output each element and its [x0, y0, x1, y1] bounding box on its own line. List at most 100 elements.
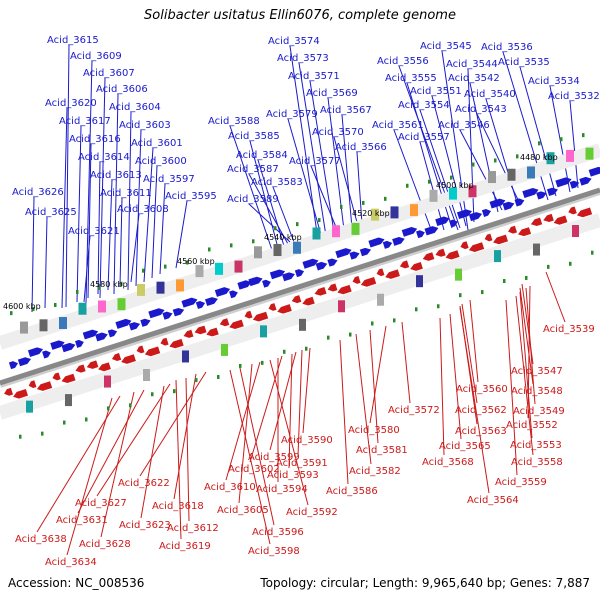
forward-gene-label: Acid_3607	[83, 68, 135, 79]
reverse-gene-arrow	[28, 380, 37, 389]
forward-leader-line	[143, 147, 154, 283]
reverse-gene-arrow	[576, 207, 593, 218]
rna-tick	[327, 335, 330, 340]
feature-block	[312, 227, 321, 240]
forward-gene-label: Acid_3615	[47, 35, 99, 46]
forward-gene-arrow	[294, 269, 305, 278]
reverse-gene-arrow	[229, 319, 244, 330]
scale-label: 4540 kbp	[264, 233, 302, 242]
rna-tick	[516, 154, 519, 159]
forward-gene-arrow	[82, 329, 99, 340]
reverse-gene-arrow	[508, 225, 518, 234]
forward-gene-label: Acid_3608	[117, 204, 169, 215]
reverse-gene-label: Acid_3547	[511, 366, 563, 377]
rna-tick	[340, 204, 343, 209]
forward-leader-line	[248, 173, 289, 245]
reverse-gene-label: Acid_3572	[388, 405, 440, 416]
forward-gene-label: Acid_3588	[208, 116, 260, 127]
forward-leader-line	[127, 111, 132, 291]
rna-tick	[142, 268, 145, 273]
forward-gene-arrow	[435, 216, 450, 226]
forward-gene-arrow	[315, 261, 328, 271]
reverse-gene-arrow	[169, 338, 184, 349]
feature-block	[98, 300, 106, 313]
reverse-leader-line	[369, 325, 387, 424]
reverse-leader-line	[288, 353, 293, 469]
reverse-gene-label: Acid_3564	[467, 495, 519, 506]
rna-tick	[415, 307, 418, 312]
reverse-leader-line	[66, 397, 113, 556]
feature-block	[468, 185, 477, 198]
reverse-gene-label: Acid_3634	[45, 557, 97, 568]
forward-leader-line	[87, 143, 92, 299]
forward-gene-label: Acid_3617	[59, 116, 111, 127]
forward-gene-arrow	[17, 357, 32, 367]
feature-block	[449, 187, 457, 200]
rna-tick	[393, 318, 396, 323]
reverse-gene-label: Acid_3602	[228, 464, 280, 475]
scale-label: 4500 kbp	[436, 181, 474, 190]
feature-block	[572, 225, 579, 238]
forward-gene-arrow	[205, 297, 218, 307]
rna-tick	[261, 360, 264, 365]
reverse-gene-label: Acid_3539	[543, 324, 595, 335]
forward-leader-line	[61, 107, 68, 309]
forward-leader-line	[135, 129, 142, 287]
rna-tick	[494, 158, 497, 163]
rna-tick	[362, 200, 365, 205]
forward-leader-line	[31, 196, 35, 313]
gene-labels: Acid_3615 Acid_3609 Acid_3607 Acid_3606 Acid…	[12, 35, 600, 568]
forward-gene-label: Acid_3603	[119, 120, 171, 131]
forward-gene-label: Acid_3544	[446, 59, 498, 70]
forward-leader-line	[298, 62, 327, 237]
reverse-gene-label: Acid_3619	[159, 541, 211, 552]
forward-gene-label: Acid_3545	[420, 41, 472, 52]
feature-block	[59, 317, 67, 330]
forward-gene-label: Acid_3570	[312, 127, 364, 138]
forward-gene-arrow	[335, 248, 352, 259]
rna-tick	[569, 261, 572, 266]
reverse-gene-arrow	[568, 206, 577, 215]
feature-block	[137, 283, 145, 296]
reverse-leader-line	[401, 321, 411, 404]
forward-leader-line	[310, 165, 339, 233]
reverse-gene-arrow	[493, 234, 508, 245]
genome-title: Solibacter usitatus Ellin6076, complete …	[144, 8, 456, 23]
forward-gene-arrow	[514, 198, 525, 207]
reverse-leader-line	[339, 339, 349, 485]
reverse-gene-label: Acid_3631	[56, 515, 108, 526]
feature-block	[182, 350, 189, 363]
forward-gene-label: Acid_3554	[398, 100, 450, 111]
reverse-gene-arrow	[136, 345, 145, 354]
forward-leader-line	[107, 179, 113, 291]
forward-gene-label: Acid_3609	[70, 51, 122, 62]
feature-block	[273, 244, 282, 257]
forward-leader-line	[119, 197, 123, 287]
forward-gene-label: Acid_3620	[45, 98, 97, 109]
rna-tick	[459, 293, 462, 298]
forward-gene-label: Acid_3557	[398, 132, 450, 143]
forward-gene-label: Acid_3616	[69, 134, 121, 145]
forward-leader-line	[99, 77, 106, 299]
rna-tick	[230, 243, 233, 248]
forward-gene-arrow	[401, 226, 418, 237]
feature-block	[254, 246, 262, 259]
feature-block	[546, 152, 555, 165]
rna-tick	[32, 307, 35, 312]
forward-gene-label: Acid_3583	[251, 177, 303, 188]
forward-gene-arrow	[42, 350, 51, 359]
feature-block	[39, 319, 48, 332]
forward-gene-label: Acid_3540	[464, 89, 516, 100]
reverse-gene-label: Acid_3565	[439, 441, 491, 452]
feature-block	[585, 147, 594, 160]
reverse-gene-label: Acid_3594	[256, 484, 308, 495]
feature-block	[455, 268, 462, 281]
rna-tick	[428, 179, 431, 184]
forward-gene-arrow	[416, 230, 425, 239]
feature-block	[494, 250, 501, 263]
forward-gene-arrow	[536, 191, 547, 200]
reverse-leader-line	[369, 329, 379, 444]
reverse-gene-arrow	[160, 337, 169, 346]
forward-leader-line	[229, 125, 273, 251]
forward-gene-arrow	[588, 166, 600, 177]
